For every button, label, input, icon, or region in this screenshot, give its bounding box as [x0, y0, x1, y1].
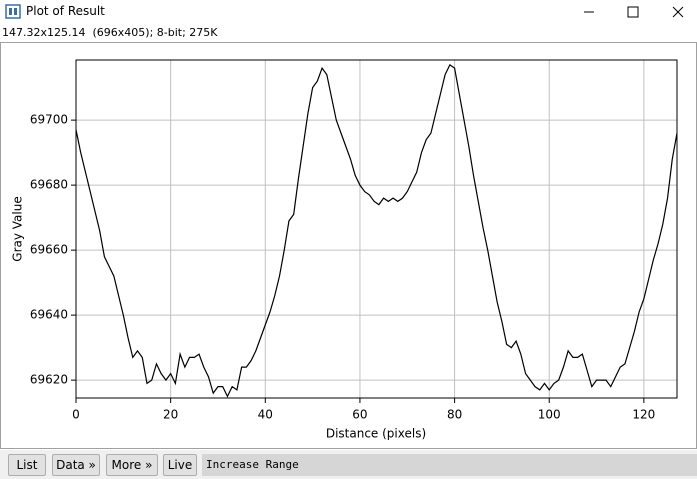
x-tick-label: 20 — [163, 408, 178, 422]
window-title: Plot of Result — [26, 4, 105, 18]
list-button[interactable]: List — [8, 454, 46, 476]
data-line — [75, 63, 678, 398]
y-axis-label: Gray Value — [11, 196, 25, 261]
x-axis-label: Distance (pixels) — [326, 427, 426, 441]
x-tick-label: 80 — [447, 408, 462, 422]
y-tick-label: 69700 — [30, 113, 68, 127]
close-button[interactable] — [672, 6, 684, 18]
y-tick-label: 69680 — [30, 178, 68, 192]
button-bar: List Data » More » Live Increase Range — [0, 450, 697, 479]
data-button[interactable]: Data » — [52, 454, 100, 476]
x-tick-label: 60 — [352, 408, 367, 422]
window-controls[interactable] — [557, 0, 697, 24]
app-icon — [5, 4, 21, 19]
y-tick-label: 69640 — [30, 308, 68, 322]
x-tick-label: 100 — [538, 408, 561, 422]
image-info: 147.32x125.14 (696x405); 8-bit; 275K — [2, 26, 218, 39]
maximize-button[interactable] — [627, 6, 639, 18]
y-tick-label: 69660 — [30, 243, 68, 257]
y-tick-label: 69620 — [30, 373, 68, 387]
x-tick-label: 40 — [258, 408, 273, 422]
x-tick-label: 120 — [632, 408, 655, 422]
plot-frame — [75, 59, 678, 399]
more-button[interactable]: More » — [106, 454, 158, 476]
live-button[interactable]: Live — [163, 454, 197, 476]
title-bar: Plot of Result — [0, 0, 697, 24]
plot-panel — [0, 42, 697, 449]
x-tick-label: 0 — [72, 408, 80, 422]
plot: 0 20 40 60 80 100 120 69620 69640 69660 69680 69700… — [0, 42, 697, 449]
status-text: Increase Range — [202, 454, 697, 476]
